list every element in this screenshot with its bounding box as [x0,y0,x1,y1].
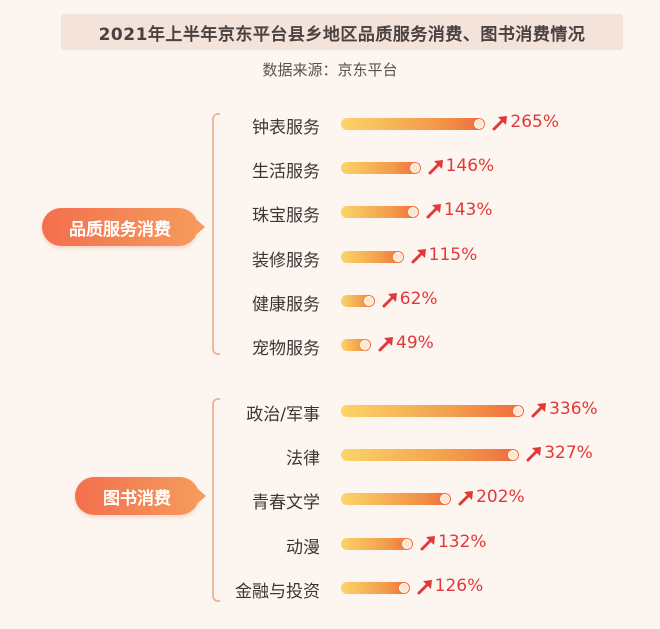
bar-end-dot [398,582,409,593]
bar [341,294,375,307]
up-arrow-icon [531,403,547,418]
data-source: 数据来源：京东平台 [262,61,398,79]
category-label: 钟表服务 [252,118,320,138]
group-pointer-2 [198,489,206,503]
chart-title: 2021年上半年京东平台县乡地区品质服务消费、图书消费情况 [98,24,586,45]
value-label: 62% [399,288,438,309]
group-bracket-2 [212,398,220,602]
bar-row: 珠宝服务 143% [0,197,660,227]
group-label-text-1: 品质服务消费 [69,219,171,240]
group-label-2: 图书消费 [75,477,199,515]
category-label: 青春文学 [252,493,320,514]
bar-end-dot [392,251,403,262]
value-label: 132% [437,531,487,552]
value-label: 265% [510,112,560,132]
category-label: 宠物服务 [252,339,320,359]
value-label: 202% [476,487,525,508]
group-label-1: 品质服务消费 [42,208,198,246]
bar [341,118,486,130]
category-label: 装修服务 [252,250,320,271]
up-arrow-icon [428,160,443,175]
bar [341,449,520,462]
value-label: 146% [445,156,495,177]
bar-end-dot [508,450,519,461]
category-label: 健康服务 [252,294,320,315]
bar-row: 装修服务 115% [0,242,660,272]
bar-row: 政治/军事 336% [0,396,660,426]
bar-row: 钟表服务 265% [0,109,660,139]
bar-end-dot [474,119,485,129]
up-arrow-icon [420,535,435,551]
bar [341,493,452,506]
bar [341,537,413,550]
category-label: 政治/军事 [246,405,320,425]
bar-row: 法律 327% [0,440,660,470]
bar [341,250,404,263]
value-label: 336% [549,399,598,419]
up-arrow-icon [382,292,397,308]
category-label: 法律 [286,449,320,470]
up-arrow-icon [458,491,474,506]
category-label: 动漫 [286,537,320,558]
bar-end-dot [513,406,524,416]
category-label: 金融与投资 [235,581,320,602]
bar-end-dot [401,538,412,549]
bar-row: 生活服务 146% [0,153,660,183]
up-arrow-icon [492,116,508,131]
category-label: 生活服务 [252,162,320,183]
up-arrow-icon [526,447,542,462]
bar [341,206,419,219]
group-pointer-1 [197,220,205,234]
bar-end-dot [360,340,370,350]
bar-end-dot [407,207,418,218]
bar [341,162,421,175]
bar [341,405,525,417]
bar-row: 金融与投资 126% [0,573,660,603]
bar [341,581,410,594]
bar-row: 宠物服务 49% [0,330,660,360]
value-label: 126% [434,575,484,596]
category-label: 珠宝服务 [252,206,320,227]
bar-row: 健康服务 62% [0,286,660,316]
value-label: 327% [544,443,593,464]
value-label: 115% [428,244,478,265]
bar-row: 青春文学 202% [0,484,660,514]
bar-row: 动漫 132% [0,529,660,559]
up-arrow-icon [426,204,441,219]
group-label-text-2: 图书消费 [103,488,171,509]
value-label: 49% [396,333,434,353]
chart-title-box: 2021年上半年京东平台县乡地区品质服务消费、图书消费情况 [61,14,623,50]
bar-end-dot [409,163,420,174]
value-label: 143% [443,200,493,221]
up-arrow-icon [378,337,393,352]
bar [341,339,371,351]
group-bracket-1 [212,113,220,355]
up-arrow-icon [411,248,426,264]
bar-end-dot [440,494,451,505]
bar-end-dot [363,295,374,306]
up-arrow-icon [417,579,432,595]
